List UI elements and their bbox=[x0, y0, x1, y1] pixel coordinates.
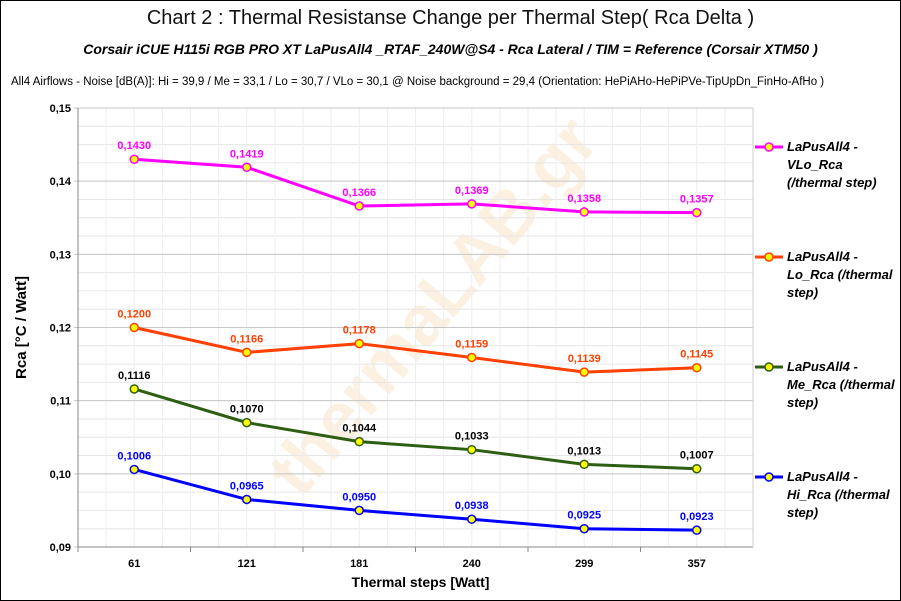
data-label: 0,1166 bbox=[230, 333, 263, 345]
data-label: 0,1200 bbox=[117, 309, 151, 321]
data-point bbox=[579, 459, 589, 470]
data-point bbox=[242, 417, 252, 428]
data-label: 0,0925 bbox=[567, 510, 601, 522]
data-point bbox=[242, 162, 252, 173]
y-tick-label: 0,09 bbox=[50, 542, 71, 554]
y-axis-title: Rca [°C / Watt] bbox=[13, 276, 30, 379]
data-label: 0,1006 bbox=[117, 450, 151, 462]
chart-title: Chart 2 : Thermal Resistanse Change per … bbox=[146, 7, 755, 29]
data-point bbox=[579, 523, 589, 534]
data-label: 0,1178 bbox=[343, 325, 376, 337]
series-line bbox=[133, 467, 697, 532]
data-point bbox=[242, 494, 252, 505]
x-tick-label: 299 bbox=[575, 558, 593, 570]
data-point bbox=[692, 463, 702, 474]
x-tick-label: 240 bbox=[463, 558, 481, 570]
legend-marker-icon bbox=[755, 472, 783, 482]
data-label: 0,1369 bbox=[455, 185, 489, 197]
y-tick-label: 0,11 bbox=[50, 396, 71, 408]
data-point bbox=[242, 347, 252, 358]
series-line bbox=[133, 326, 697, 374]
data-point bbox=[354, 436, 364, 447]
data-label: 0,0965 bbox=[230, 480, 264, 492]
y-tick-label: 0,14 bbox=[50, 176, 72, 188]
data-point bbox=[579, 367, 589, 377]
data-label: 0,1007 bbox=[680, 450, 714, 462]
y-tick-label: 0,12 bbox=[50, 323, 71, 335]
legend-marker-icon bbox=[755, 142, 783, 152]
y-tick-label: 0,10 bbox=[50, 469, 71, 481]
legend-marker-icon bbox=[755, 362, 783, 372]
legend-item: LaPusAll4 - VLo_Rca (/thermal step) bbox=[753, 138, 899, 192]
data-point bbox=[354, 338, 364, 349]
series-line bbox=[134, 157, 697, 215]
y-tick-label: 0,13 bbox=[50, 249, 71, 261]
legend-item: LaPusAll4 - Me_Rca (/thermal step) bbox=[753, 358, 899, 412]
data-point bbox=[129, 464, 139, 475]
data-label: 0,1145 bbox=[680, 349, 713, 361]
legend-label: LaPusAll4 - Hi_Rca (/thermal step) bbox=[787, 469, 890, 520]
chart-subtitle: Corsair iCUE H115i RGB PRO XT LaPusAll4 … bbox=[83, 41, 818, 57]
data-label: 0,0923 bbox=[680, 511, 714, 523]
legend-marker-icon bbox=[755, 252, 783, 262]
data-label: 0,1116 bbox=[118, 370, 150, 382]
data-label: 0,0950 bbox=[342, 491, 376, 503]
legend-label: LaPusAll4 - Lo_Rca (/thermal step) bbox=[787, 249, 893, 300]
data-point bbox=[354, 201, 364, 211]
x-tick-label: 181 bbox=[350, 558, 368, 570]
legend-item: LaPusAll4 - Hi_Rca (/thermal step) bbox=[753, 468, 899, 522]
noise-note: All4 Airflows - Noise [dB(A)]: Hi = 39,9… bbox=[11, 76, 825, 88]
data-label: 0,0938 bbox=[455, 500, 489, 512]
data-label: 0,1013 bbox=[567, 445, 601, 457]
data-label: 0,1044 bbox=[342, 423, 377, 435]
x-tick-label: 61 bbox=[128, 558, 140, 570]
data-label: 0,1358 bbox=[567, 193, 601, 205]
data-point bbox=[129, 384, 139, 394]
x-tick-label: 357 bbox=[688, 558, 706, 570]
data-label: 0,1070 bbox=[230, 404, 264, 416]
data-point bbox=[467, 352, 477, 363]
data-label: 0,1159 bbox=[455, 338, 488, 350]
data-point bbox=[467, 444, 477, 455]
data-label: 0,1139 bbox=[568, 353, 601, 365]
data-point bbox=[467, 199, 477, 209]
x-axis-title: Thermal steps [Watt] bbox=[352, 574, 490, 590]
legend-label: LaPusAll4 - VLo_Rca (/thermal step) bbox=[787, 139, 877, 190]
data-label: 0,1419 bbox=[230, 148, 264, 160]
data-point bbox=[467, 514, 477, 524]
data-point bbox=[692, 207, 702, 218]
data-point bbox=[129, 154, 139, 164]
series-line bbox=[133, 387, 697, 471]
legend-label: LaPusAll4 - Me_Rca (/thermal step) bbox=[787, 359, 895, 410]
data-point bbox=[129, 322, 139, 333]
y-tick-label: 0,15 bbox=[50, 103, 71, 115]
data-point bbox=[579, 207, 589, 217]
data-label: 0,1033 bbox=[455, 431, 489, 443]
data-point bbox=[692, 525, 702, 535]
data-label: 0,1366 bbox=[342, 187, 376, 199]
legend-item: LaPusAll4 - Lo_Rca (/thermal step) bbox=[753, 248, 899, 302]
data-point bbox=[692, 362, 702, 373]
data-label: 0,1357 bbox=[680, 194, 714, 206]
data-point bbox=[354, 505, 364, 516]
x-tick-label: 121 bbox=[238, 558, 256, 570]
data-label: 0,1430 bbox=[117, 140, 151, 152]
